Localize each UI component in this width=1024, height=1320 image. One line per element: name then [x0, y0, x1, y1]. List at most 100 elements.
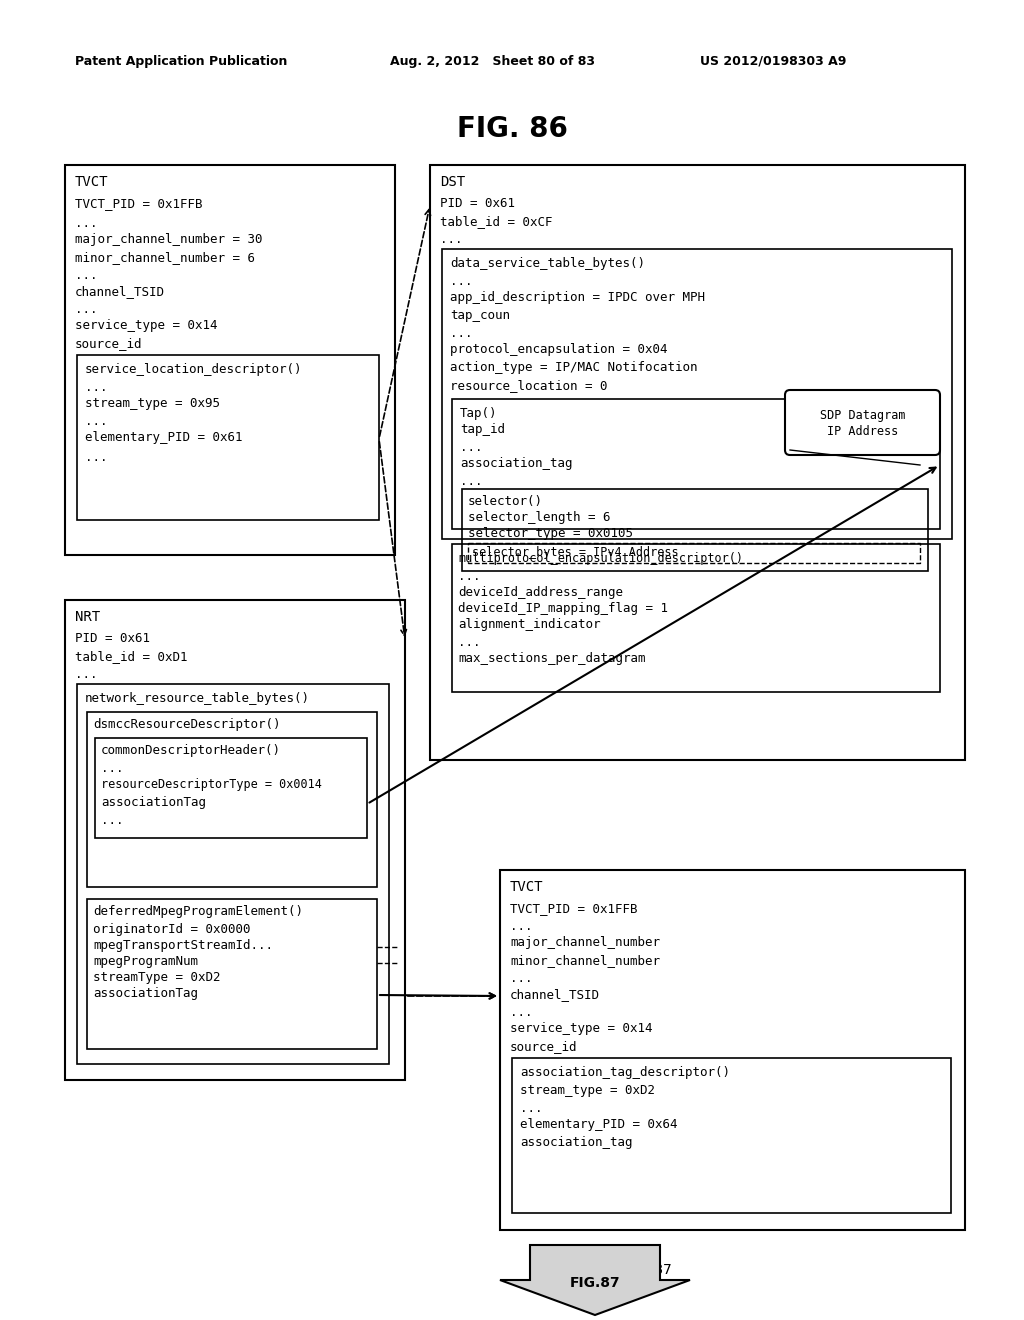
Text: tap_coun: tap_coun	[450, 309, 510, 322]
Bar	[442, 249, 952, 539]
Bar	[65, 165, 395, 554]
Text: Aug. 2, 2012   Sheet 80 of 83: Aug. 2, 2012 Sheet 80 of 83	[390, 55, 595, 69]
Text: action_type = IP/MAC Notifocation: action_type = IP/MAC Notifocation	[450, 360, 697, 374]
Text: association_tag: association_tag	[460, 457, 572, 470]
Text: alignment_indicator: alignment_indicator	[458, 618, 600, 631]
FancyBboxPatch shape	[785, 389, 940, 455]
Text: multiprotocol_encapsulation_descriptor(): multiprotocol_encapsulation_descriptor()	[458, 552, 743, 565]
Bar	[462, 488, 928, 572]
Text: ...: ...	[85, 451, 108, 465]
Text: ...: ...	[101, 814, 124, 828]
Bar	[500, 870, 965, 1230]
Text: deviceId_IP_mapping_flag = 1: deviceId_IP_mapping_flag = 1	[458, 602, 668, 615]
Text: ...: ...	[510, 920, 532, 933]
Bar	[452, 544, 940, 692]
Text: NRT: NRT	[75, 610, 100, 624]
Text: ...: ...	[85, 414, 108, 428]
Text: table_id = 0xCF: table_id = 0xCF	[440, 215, 553, 228]
Text: source_id: source_id	[510, 1040, 578, 1053]
Text: source_id: source_id	[75, 337, 142, 350]
Bar	[95, 738, 367, 838]
Text: originatorId = 0x0000: originatorId = 0x0000	[93, 923, 251, 936]
Text: service_type = 0x14: service_type = 0x14	[510, 1022, 652, 1035]
Text: channel_TSID: channel_TSID	[510, 987, 600, 1001]
Text: ...: ...	[75, 668, 97, 681]
Text: Patent Application Publication: Patent Application Publication	[75, 55, 288, 69]
Text: service_type = 0x14: service_type = 0x14	[75, 319, 217, 333]
Text: FIG. 86: FIG. 86	[457, 115, 567, 143]
Text: stream_type = 0x95: stream_type = 0x95	[85, 397, 220, 411]
Text: network_resource_table_bytes(): network_resource_table_bytes()	[85, 692, 310, 705]
Bar	[452, 399, 940, 529]
Text: selector_length = 6: selector_length = 6	[468, 511, 610, 524]
Text: mpegProgramNum: mpegProgramNum	[93, 954, 198, 968]
Bar	[512, 1059, 951, 1213]
Text: ...: ...	[460, 441, 482, 454]
Text: protocol_encapsulation = 0x04: protocol_encapsulation = 0x04	[450, 343, 668, 356]
Bar	[87, 899, 377, 1049]
Text: ...: ...	[510, 972, 532, 985]
Text: TVCT_PID = 0x1FFB: TVCT_PID = 0x1FFB	[75, 197, 203, 210]
Text: resource_location = 0: resource_location = 0	[450, 379, 607, 392]
Bar	[65, 601, 406, 1080]
Text: commonDescriptorHeader(): commonDescriptorHeader()	[101, 744, 281, 756]
Text: association_tag: association_tag	[520, 1137, 633, 1148]
Text: ...: ...	[460, 475, 482, 488]
Text: max_sections_per_datagram: max_sections_per_datagram	[458, 652, 645, 665]
Text: mpegTransportStreamId...: mpegTransportStreamId...	[93, 939, 273, 952]
Text: dsmccResourceDescriptor(): dsmccResourceDescriptor()	[93, 718, 281, 731]
Text: tap_id: tap_id	[460, 422, 505, 436]
Text: TVCT: TVCT	[510, 880, 544, 894]
Text: selector_type = 0x0105: selector_type = 0x0105	[468, 527, 633, 540]
Text: major_channel_number: major_channel_number	[510, 936, 660, 949]
Text: elementary_PID = 0x64: elementary_PID = 0x64	[520, 1118, 678, 1131]
Text: service_location_descriptor(): service_location_descriptor()	[85, 363, 302, 376]
Text: app_id_description = IPDC over MPH: app_id_description = IPDC over MPH	[450, 290, 705, 304]
Text: PID = 0x61: PID = 0x61	[440, 197, 515, 210]
Text: US 2012/0198303 A9: US 2012/0198303 A9	[700, 55, 847, 69]
Text: ...: ...	[101, 762, 124, 775]
Text: ...: ...	[450, 327, 472, 341]
Text: stream_type = 0xD2: stream_type = 0xD2	[520, 1084, 655, 1097]
Text: ...: ...	[85, 381, 108, 393]
Bar	[430, 165, 965, 760]
Text: ...: ...	[458, 636, 480, 649]
Text: associationTag: associationTag	[93, 987, 198, 1001]
Text: IP Address: IP Address	[826, 425, 898, 438]
Text: streamType = 0xD2: streamType = 0xD2	[93, 972, 220, 983]
Text: ...: ...	[520, 1102, 543, 1115]
Text: ...: ...	[75, 216, 97, 230]
Text: major_channel_number = 30: major_channel_number = 30	[75, 234, 262, 246]
Text: resourceDescriptorType = 0x0014: resourceDescriptorType = 0x0014	[101, 777, 322, 791]
Text: association_tag_descriptor(): association_tag_descriptor()	[520, 1067, 730, 1078]
Text: channel_TSID: channel_TSID	[75, 285, 165, 298]
Bar	[87, 711, 377, 887]
Text: ...: ...	[450, 275, 472, 288]
Text: PID = 0x61: PID = 0x61	[75, 632, 150, 645]
Text: SDP Datagram: SDP Datagram	[820, 409, 905, 422]
Text: ...: ...	[75, 304, 97, 315]
Text: TVCT: TVCT	[75, 176, 109, 189]
Text: TVCT_PID = 0x1FFB: TVCT_PID = 0x1FFB	[510, 902, 638, 915]
Bar	[77, 355, 379, 520]
Polygon shape	[500, 1245, 690, 1315]
Text: Tap(): Tap()	[460, 407, 498, 420]
Text: elementary_PID = 0x61: elementary_PID = 0x61	[85, 432, 243, 444]
Text: FIG.87: FIG.87	[628, 1263, 673, 1276]
Text: minor_channel_number: minor_channel_number	[510, 954, 660, 968]
Text: selector(): selector()	[468, 495, 543, 508]
Text: FIG.87: FIG.87	[569, 1276, 621, 1290]
Text: ...: ...	[510, 1006, 532, 1019]
Text: associationTag: associationTag	[101, 796, 206, 809]
Bar	[468, 543, 920, 564]
Bar	[77, 684, 389, 1064]
Text: ...: ...	[458, 570, 480, 583]
Text: minor_channel_number = 6: minor_channel_number = 6	[75, 251, 255, 264]
Text: ...: ...	[440, 234, 463, 246]
Text: deviceId_address_range: deviceId_address_range	[458, 586, 623, 599]
Text: table_id = 0xD1: table_id = 0xD1	[75, 649, 187, 663]
Text: deferredMpegProgramElement(): deferredMpegProgramElement()	[93, 906, 303, 917]
Text: ...: ...	[75, 269, 97, 282]
Text: data_service_table_bytes(): data_service_table_bytes()	[450, 257, 645, 271]
Text: DST: DST	[440, 176, 465, 189]
